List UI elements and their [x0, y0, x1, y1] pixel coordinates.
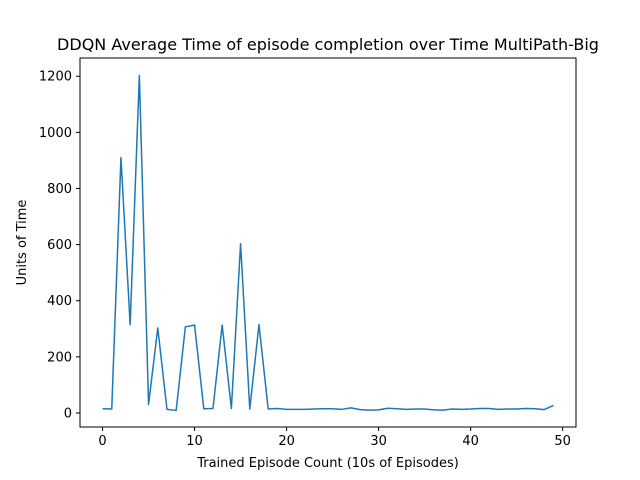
- y-tick-label: 0: [64, 406, 72, 421]
- plot-area: [102, 74, 554, 412]
- x-axis-label: Trained Episode Count (10s of Episodes): [196, 456, 459, 471]
- y-tick-label: 800: [47, 182, 72, 197]
- y-tick-label: 400: [47, 294, 72, 309]
- y-axis-label: Units of Time: [15, 200, 30, 286]
- x-tick-label: 40: [462, 434, 479, 449]
- y-tick-label: 1200: [39, 70, 72, 85]
- y-tick-label: 1000: [39, 126, 72, 141]
- chart-title: DDQN Average Time of episode completion …: [57, 35, 599, 54]
- y-tick-label: 200: [47, 350, 72, 365]
- series-line: [102, 74, 554, 412]
- plot-frame: [79, 57, 577, 428]
- x-tick-label: 30: [370, 434, 387, 449]
- x-tick-label: 0: [98, 434, 106, 449]
- x-axis: 0 10 20 30 40 50: [98, 427, 571, 449]
- x-tick-label: 50: [554, 434, 571, 449]
- y-tick-label: 600: [47, 238, 72, 253]
- x-tick-label: 10: [186, 434, 203, 449]
- y-axis: 0 200 400 600 800 1000 1200: [39, 70, 80, 421]
- x-tick-label: 20: [278, 434, 295, 449]
